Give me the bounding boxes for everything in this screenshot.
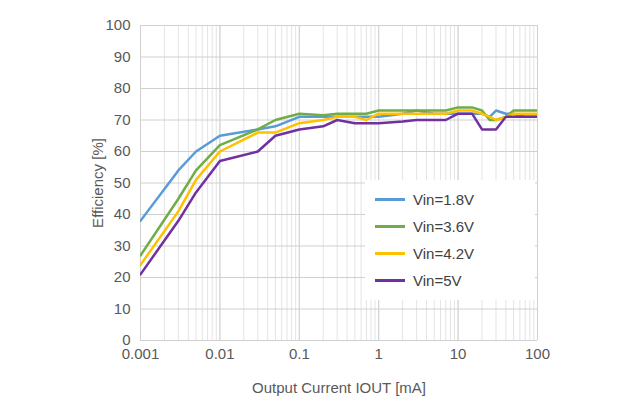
svg-text:1: 1	[375, 345, 383, 362]
svg-text:100: 100	[105, 16, 130, 33]
svg-text:90: 90	[114, 48, 131, 65]
html-text:Vin=1.8V: Vin=1.8V	[413, 191, 474, 208]
svg-text:0.1: 0.1	[289, 345, 310, 362]
svg-text:100: 100	[525, 345, 550, 362]
svg-text:60: 60	[114, 142, 131, 159]
svg-text:10: 10	[114, 300, 131, 317]
svg-text:30: 30	[114, 237, 131, 254]
svg-text:50: 50	[114, 174, 131, 191]
svg-text:0.001: 0.001	[122, 345, 160, 362]
svg-text:10: 10	[450, 345, 467, 362]
svg-text:40: 40	[114, 205, 131, 222]
html-text:Vin=4.2V: Vin=4.2V	[413, 245, 474, 262]
html-text:Vin=5V: Vin=5V	[413, 272, 462, 289]
svg-text:0: 0	[122, 331, 131, 349]
svg-text:80: 80	[114, 79, 131, 96]
svg-text:70: 70	[114, 111, 131, 128]
html-text:Vin=3.6V: Vin=3.6V	[413, 218, 474, 235]
svg-text:20: 20	[114, 268, 131, 285]
svg-text:Efficiency [%]: Efficiency [%]	[89, 138, 106, 228]
svg-text:Output Current IOUT [mA]: Output Current IOUT [mA]	[252, 379, 426, 396]
svg-text:0.01: 0.01	[205, 345, 234, 362]
